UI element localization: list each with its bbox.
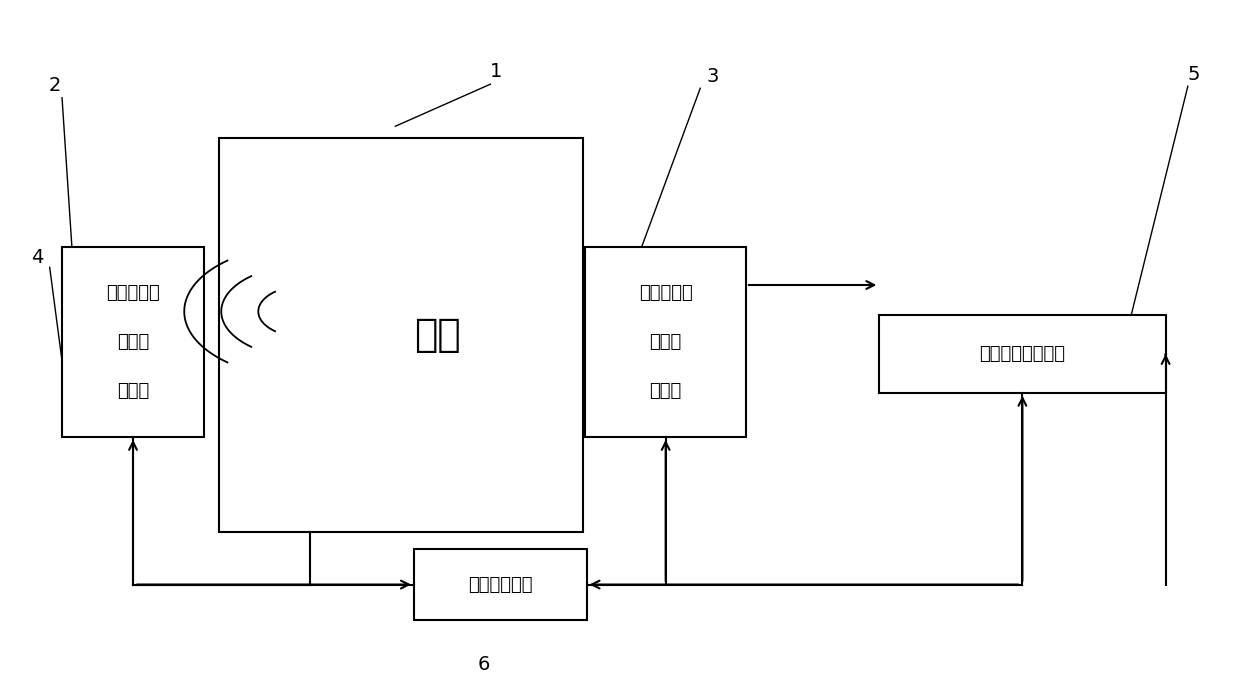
Text: 位移检: 位移检 bbox=[117, 333, 149, 351]
Text: 数据采集传输装置: 数据采集传输装置 bbox=[980, 345, 1065, 363]
Text: 炉腔: 炉腔 bbox=[414, 316, 461, 354]
Text: 1: 1 bbox=[490, 62, 502, 81]
Bar bbox=[585, 247, 746, 437]
Bar bbox=[218, 138, 583, 532]
Text: 位移检: 位移检 bbox=[650, 333, 682, 351]
Text: 数据处理中心: 数据处理中心 bbox=[467, 575, 532, 594]
Bar bbox=[62, 247, 205, 437]
Text: 声波拾取器: 声波拾取器 bbox=[639, 284, 693, 302]
Bar bbox=[414, 549, 587, 620]
Text: 4: 4 bbox=[31, 248, 43, 267]
Text: 5: 5 bbox=[1188, 64, 1200, 83]
Text: 3: 3 bbox=[707, 66, 719, 86]
Text: 声波发生器: 声波发生器 bbox=[107, 284, 160, 302]
Bar bbox=[879, 315, 1166, 393]
Text: 测装置: 测装置 bbox=[650, 382, 682, 400]
Text: 2: 2 bbox=[48, 76, 61, 95]
Text: 测装置: 测装置 bbox=[117, 382, 149, 400]
Text: 6: 6 bbox=[479, 655, 490, 674]
